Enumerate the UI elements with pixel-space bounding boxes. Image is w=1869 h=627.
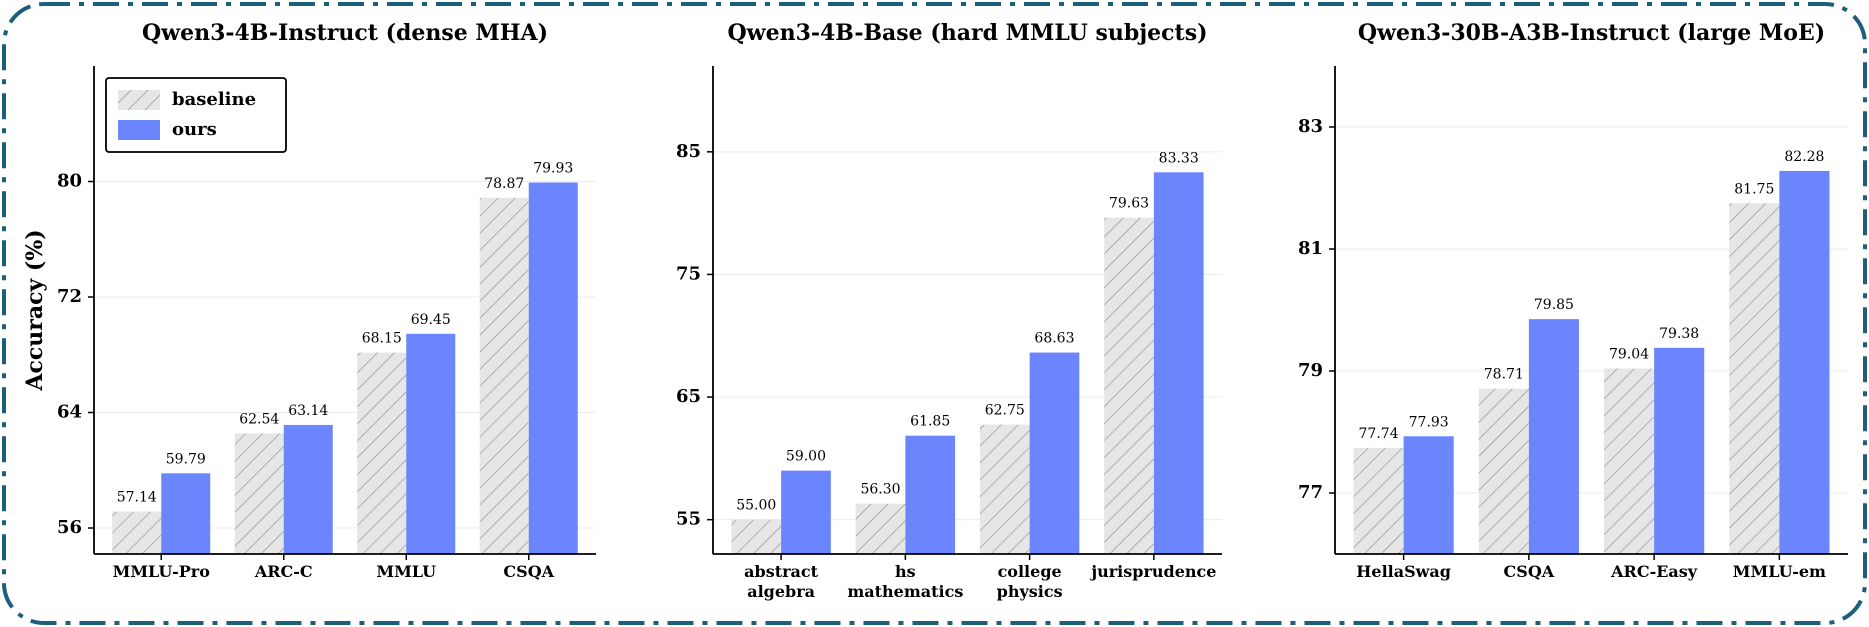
value-label: 79.38 [1659,326,1699,342]
x-tick-label: MMLU [376,562,436,581]
y-axis-label: Accuracy (%) [22,229,48,391]
bar [283,424,333,554]
x-tick-label: HellaSwag [1356,562,1451,581]
chart-title: Qwen3-4B-Instruct (dense MHA) [142,20,548,46]
value-label: 68.63 [1034,331,1074,347]
bar [479,197,529,554]
value-label: 62.54 [239,412,279,428]
y-tick-label: 83 [1298,116,1323,137]
y-tick-label: 55 [676,509,701,530]
x-tick-label: college physics [997,562,1063,601]
value-label: 61.85 [910,414,950,430]
bar [731,519,782,554]
value-label: 78.71 [1484,367,1524,383]
x-tick-label: hs mathematics [847,562,963,601]
x-tick-label: ARC-C [254,562,313,581]
bar [1353,447,1404,554]
value-label: 68.15 [362,331,402,347]
value-label: 79.93 [533,161,573,177]
y-tick-label: 72 [57,286,82,307]
y-tick-label: 75 [676,263,701,284]
value-label: 69.45 [411,312,451,328]
chart-title: Qwen3-4B-Base (hard MMLU subjects) [727,20,1207,46]
bar [979,424,1030,554]
value-label: 81.75 [1734,181,1774,197]
value-label: 77.74 [1359,426,1399,442]
value-label: 63.14 [288,403,328,419]
legend-label: ours [172,119,217,140]
x-tick-label: MMLU-Pro [113,562,211,581]
value-label: 59.00 [786,449,826,465]
x-tick-label: jurisprudence [1089,562,1216,581]
bar [1654,347,1705,554]
value-label: 79.85 [1534,297,1574,313]
x-tick-label: CSQA [1504,562,1555,581]
bar [1104,217,1154,554]
bar [234,433,284,554]
x-tick-label: CSQA [503,562,554,581]
value-label: 78.87 [484,176,524,192]
y-tick-label: 81 [1298,238,1323,259]
value-label: 82.28 [1784,149,1824,165]
legend-swatch [118,120,160,140]
value-label: 55.00 [736,498,776,514]
value-label: 83.33 [1159,150,1199,166]
y-tick-label: 56 [57,517,82,538]
bar [1604,368,1655,554]
bar [1779,170,1830,555]
bar [161,473,211,554]
value-label: 59.79 [166,451,206,467]
bar [1153,172,1204,554]
bar [781,470,831,554]
legend-swatch [118,90,160,110]
y-tick-label: 80 [57,171,82,192]
value-label: 56.30 [860,482,900,498]
bar [406,333,456,554]
value-label: 57.14 [117,490,157,506]
x-tick-label: MMLU-em [1733,562,1826,581]
bar [528,182,578,554]
bar [855,503,906,554]
bar [1478,388,1529,554]
bar [905,435,956,554]
chart-title: Qwen3-30B-A3B-Instruct (large MoE) [1358,20,1825,46]
y-tick-label: 85 [676,141,701,162]
value-label: 79.04 [1609,347,1649,363]
bar [1729,203,1780,554]
x-tick-label: abstract algebra [744,562,818,601]
bar [1528,319,1579,554]
bar [1029,352,1080,554]
y-tick-label: 79 [1298,360,1323,381]
y-tick-label: 65 [676,386,701,407]
bar [112,511,162,554]
x-tick-label: ARC-Easy [1610,562,1698,581]
y-tick-label: 64 [57,402,82,423]
bar [1403,436,1454,554]
value-label: 77.93 [1409,414,1449,430]
value-label: 79.63 [1109,196,1149,212]
y-tick-label: 77 [1298,482,1323,503]
bar [357,352,407,554]
value-label: 62.75 [985,403,1025,419]
legend-label: baseline [172,89,256,110]
